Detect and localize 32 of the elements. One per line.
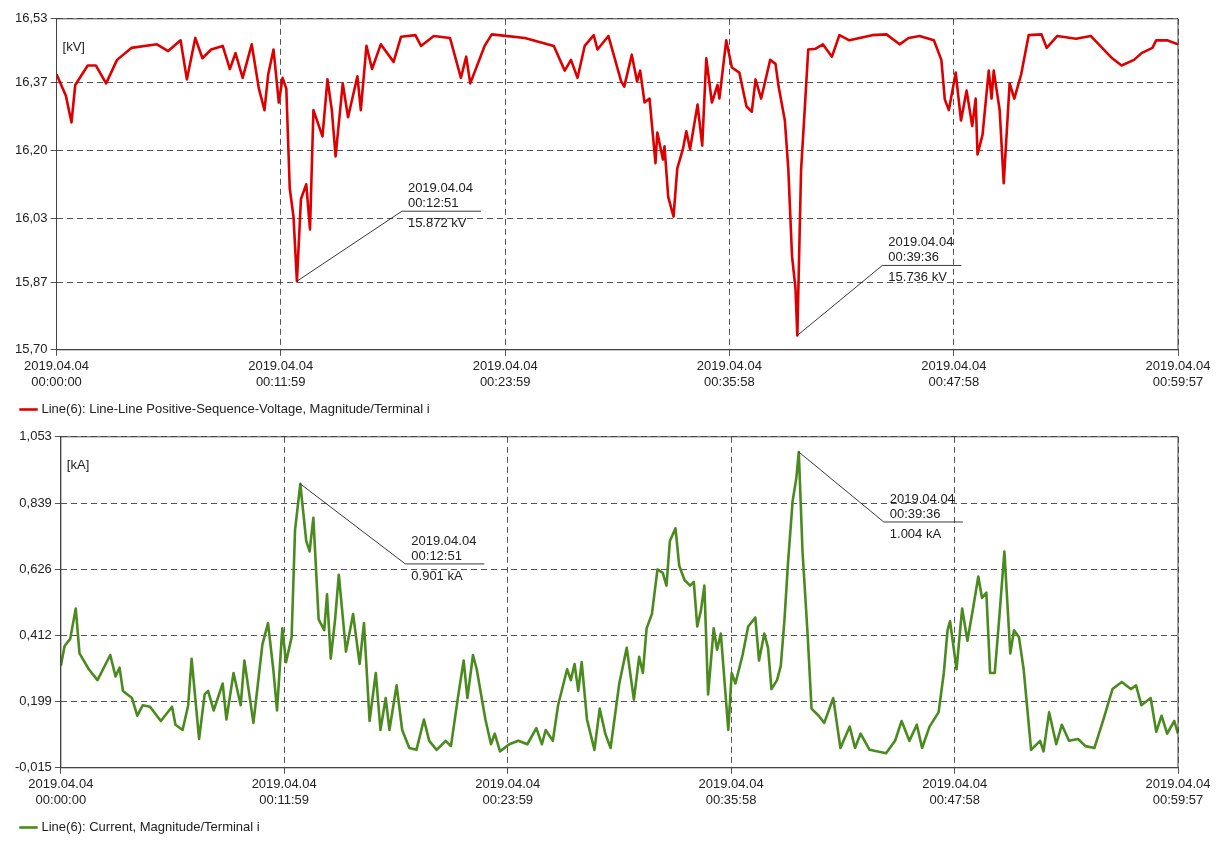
x-tick-label: 2019.04.04 00:00:00 (28, 776, 94, 807)
y-tick-label: 15,87 (14, 273, 48, 289)
y-tick-label: 0,412 (19, 627, 52, 643)
x-tick-label: 2019.04.04 00:11:59 (248, 358, 314, 389)
y-tick-label: 15,70 (14, 341, 48, 357)
x-tick-label: 2019.04.04 00:47:58 (922, 776, 988, 807)
y-tick-label: 0,626 (19, 560, 52, 576)
x-tick-label: 2019.04.04 00:59:57 (1145, 358, 1211, 389)
x-tick-label: 2019.04.04 00:59:57 (1145, 776, 1211, 807)
y-tick-label: 0,839 (19, 494, 52, 510)
y-axis-title: [kA] (66, 456, 90, 472)
y-tick-label: -0,015 (14, 759, 52, 775)
annotation: 2019.04.04 00:12:51 15.872 kV (407, 180, 473, 231)
y-tick-label: 16,37 (14, 74, 48, 90)
y-axis-title: [kV] (62, 38, 85, 54)
legend-label: Line(6): Line-Line Positive-Sequence-Voltage, Magnitude/Terminal i (41, 401, 430, 417)
y-tick-label: 16,20 (14, 141, 48, 157)
annotation: 2019.04.04 00:39:36 1.004 kA (889, 490, 955, 541)
x-tick-label: 2019.04.04 00:35:58 (698, 776, 764, 807)
legend-label: Line(6): Current, Magnitude/Terminal i (41, 819, 260, 835)
annotation: 2019.04.04 00:12:51 0.901 kA (411, 532, 477, 583)
y-tick-label: 16,53 (14, 10, 48, 26)
annotation: 2019.04.04 00:39:36 15.736 kV (888, 234, 954, 285)
y-tick-label: 1,053 (19, 428, 52, 444)
x-tick-label: 2019.04.04 00:00:00 (23, 358, 90, 389)
x-tick-label: 2019.04.04 00:11:59 (251, 776, 317, 807)
x-tick-label: 2019.04.04 00:35:58 (696, 358, 762, 389)
x-tick-label: 2019.04.04 00:23:59 (475, 776, 541, 807)
y-tick-label: 0,199 (19, 693, 52, 709)
y-tick-label: 16,03 (14, 209, 48, 225)
x-tick-label: 2019.04.04 00:23:59 (472, 358, 538, 389)
x-tick-label: 2019.04.04 00:47:58 (921, 358, 987, 389)
